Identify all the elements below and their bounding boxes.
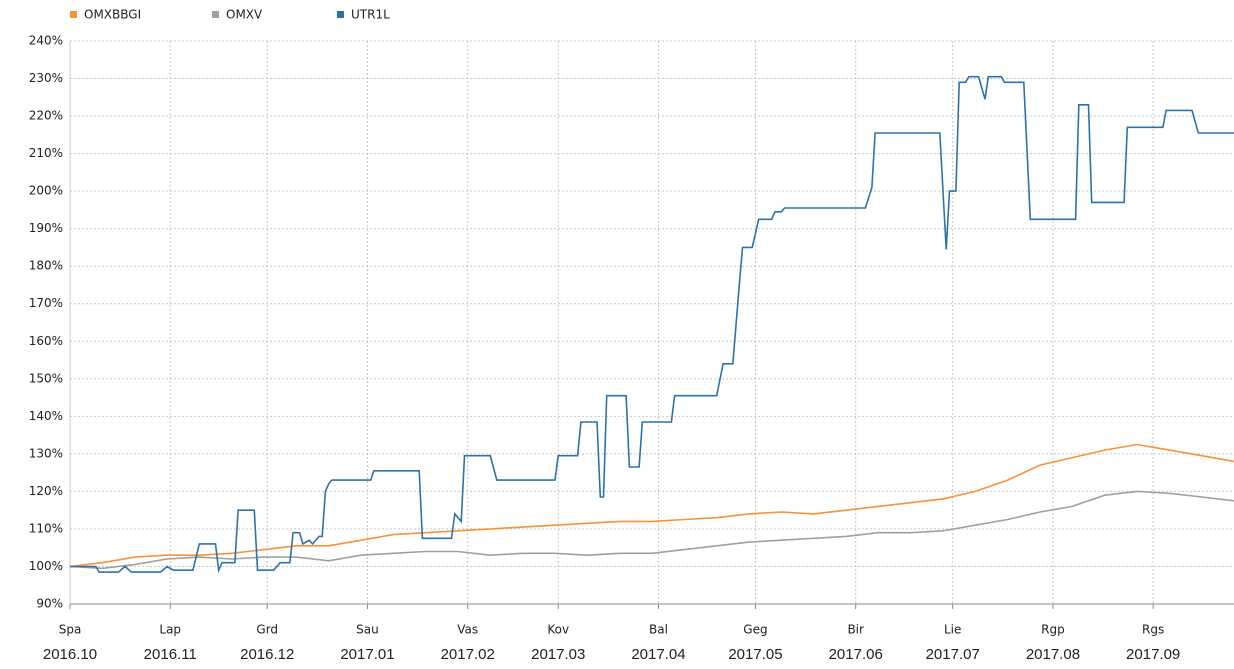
y-tick-label: 150%	[29, 371, 63, 385]
y-tick-label: 240%	[29, 34, 63, 48]
legend-swatch	[337, 11, 344, 18]
y-tick-label: 170%	[29, 296, 63, 310]
y-tick-label: 90%	[36, 597, 63, 611]
legend-label: OMXBBGI	[84, 8, 141, 22]
legend-swatch	[212, 11, 219, 18]
y-tick-label: 120%	[29, 484, 63, 498]
x-tick-label: Grd	[256, 623, 278, 637]
y-tick-label: 110%	[29, 521, 63, 535]
y-tick-label: 200%	[29, 184, 63, 198]
y-tick-label: 230%	[29, 71, 63, 85]
x-tick-label: Geg	[743, 623, 767, 637]
legend-swatch	[70, 11, 77, 18]
period-label: 2017.08	[1026, 646, 1080, 663]
x-tick-label: Vas	[457, 623, 478, 637]
x-tick-label: Rgs	[1142, 623, 1164, 637]
period-label: 2016.11	[144, 646, 197, 663]
period-label: 2017.07	[926, 646, 980, 663]
period-label: 2016.12	[240, 646, 294, 663]
x-tick-label: Sau	[356, 623, 379, 637]
x-tick-label: Bal	[649, 623, 668, 637]
series-line	[69, 443, 1234, 568]
x-tick-label: Rgp	[1041, 623, 1065, 637]
y-tick-label: 190%	[29, 221, 63, 235]
y-tick-label: 180%	[29, 259, 63, 273]
period-label: 2017.01	[340, 646, 394, 663]
period-label: 2017.03	[531, 646, 585, 663]
period-label: 2017.06	[829, 646, 883, 663]
legend-label: OMXV	[226, 8, 263, 22]
x-tick-label: Bir	[847, 623, 864, 637]
y-tick-label: 100%	[29, 559, 63, 573]
series-line	[70, 75, 1234, 574]
series-line	[69, 490, 1234, 570]
period-label: 2017.05	[728, 646, 782, 663]
y-tick-label: 140%	[29, 409, 63, 423]
legend-label: UTR1L	[351, 8, 390, 22]
period-label: 2016.10	[43, 646, 97, 663]
period-label: 2017.09	[1126, 646, 1180, 663]
y-tick-label: 220%	[29, 109, 63, 123]
y-tick-label: 130%	[29, 446, 63, 460]
x-tick-label: Kov	[547, 623, 569, 637]
period-label: 2017.02	[441, 646, 495, 663]
period-label: 2017.04	[631, 646, 685, 663]
x-tick-label: Lie	[944, 623, 961, 637]
y-tick-label: 160%	[29, 334, 63, 348]
x-tick-label: Spa	[59, 623, 82, 637]
y-tick-label: 210%	[29, 146, 63, 160]
x-tick-label: Lap	[159, 623, 181, 637]
